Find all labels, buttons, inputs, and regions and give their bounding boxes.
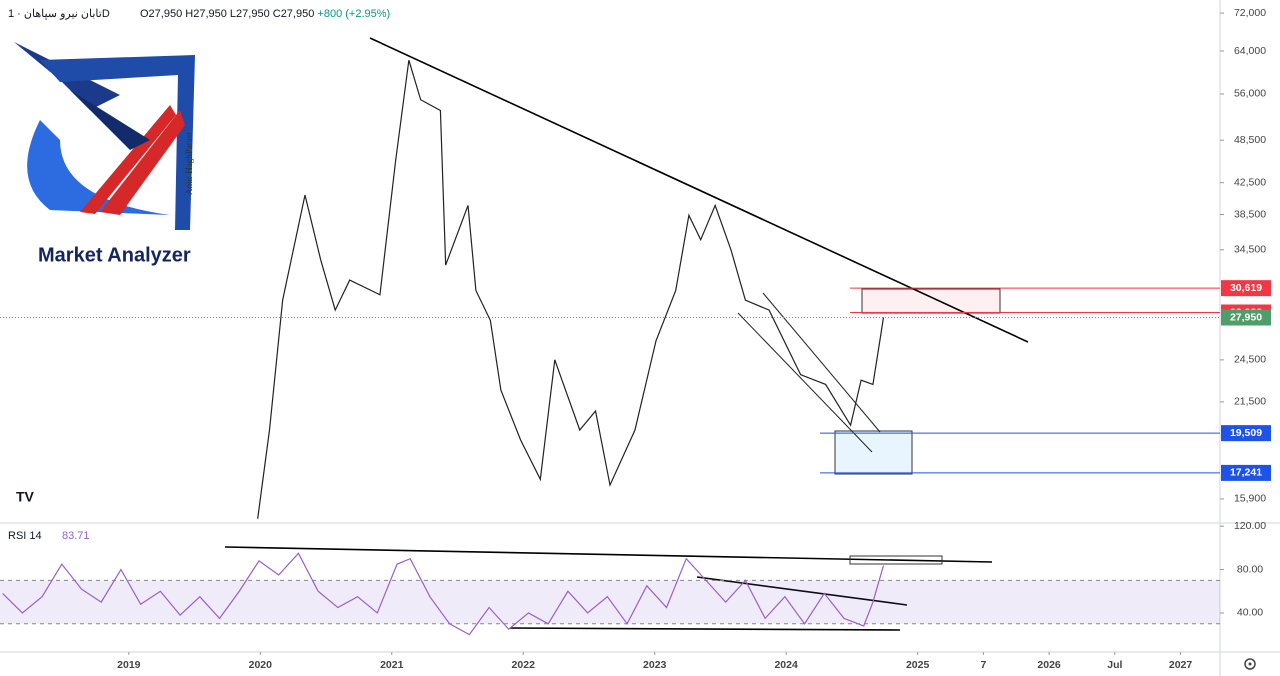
rsi-trendline (509, 627, 901, 631)
x-tick-label: 2027 (1169, 659, 1193, 671)
level-label: 17,241 (1230, 467, 1262, 479)
x-tick-label: 2020 (249, 659, 273, 671)
level-badge (1221, 464, 1271, 481)
logo-stripe (100, 110, 185, 215)
logo-stripe (80, 105, 176, 214)
x-tick-label: 2025 (906, 659, 930, 671)
tv-logo: TV (16, 489, 35, 505)
symbol-name: تابان نیرو سپاهان (24, 8, 102, 20)
y-tick-label: 72,000 (1234, 7, 1266, 19)
y-tick-label: 42,500 (1234, 176, 1266, 188)
logo: Market Analyzer Amir HaghParast (14, 42, 195, 266)
x-tick-label: 7 (980, 659, 986, 671)
rsi-box (849, 555, 943, 565)
rsi-tick-label: 120.00 (1234, 520, 1266, 532)
x-tick-label: Jul (1107, 659, 1122, 671)
settings-icon[interactable] (1244, 658, 1256, 670)
logo-frame (40, 55, 195, 230)
y-tick-label: 21,500 (1234, 396, 1266, 408)
high: H27,950 (185, 8, 227, 20)
logo-title: Market Analyzer (38, 244, 191, 266)
rsi-trendline (224, 546, 993, 563)
y-tick-label: 24,500 (1234, 354, 1266, 366)
y-tick-label: 48,500 (1234, 134, 1266, 146)
rsi-line (2, 552, 885, 636)
logo-eagle (70, 90, 150, 150)
close: C27,950 (273, 8, 315, 20)
x-tick-label: 2019 (117, 659, 141, 671)
gear-center[interactable] (1248, 662, 1252, 666)
rsi-value: 83.71 (62, 530, 90, 542)
rsi-tick-label: 40.00 (1237, 607, 1263, 619)
last-price-badge (1221, 309, 1271, 326)
rsi-band (0, 580, 1220, 624)
x-tick-label: 2023 (643, 659, 667, 671)
low: L27,950 (230, 8, 270, 20)
last-price-label: 27,950 (1230, 311, 1262, 323)
channel-line (737, 312, 873, 453)
x-tick-label: 2021 (380, 659, 404, 671)
ohlc: O27,950 H27,950 L27,950 C27,950 +800 (+2… (140, 8, 390, 20)
support-box (834, 430, 913, 475)
open: O27,950 (140, 8, 182, 20)
y-tick-label: 38,500 (1234, 208, 1266, 220)
y-tick-label: 34,500 (1234, 244, 1266, 256)
rsi-trendline (696, 576, 908, 606)
y-tick-label: 64,000 (1234, 45, 1266, 57)
x-tick-label: 2024 (774, 659, 798, 671)
logo-author: Amir HaghParast (184, 132, 194, 195)
price-line (257, 60, 885, 519)
level-badge (1221, 425, 1271, 442)
level-label: 30,619 (1230, 282, 1262, 294)
gear[interactable] (1244, 658, 1256, 670)
x-tick-label: 2026 (1037, 659, 1061, 671)
level-badge (1221, 280, 1271, 297)
channel-line (762, 292, 881, 433)
change: +800 (+2.95%) (317, 8, 390, 20)
y-tick-label: 56,000 (1234, 88, 1266, 100)
level-label: 19,509 (1230, 427, 1262, 439)
logo-swoosh (27, 120, 171, 215)
symbol: تابان نیرو سپاهان · 1D (8, 8, 110, 20)
y-tick-label: 15,900 (1234, 493, 1266, 505)
trendline (369, 37, 1029, 343)
rsi-title: RSI 14 (8, 530, 42, 542)
resistance-box (861, 288, 1001, 314)
x-tick-label: 2022 (512, 659, 536, 671)
rsi-tick-label: 80.00 (1237, 563, 1263, 575)
